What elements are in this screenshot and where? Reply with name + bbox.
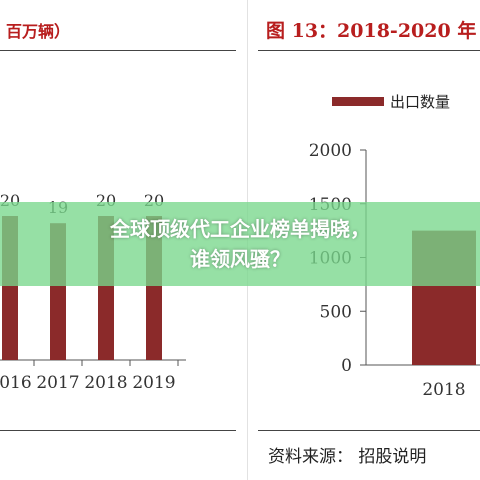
y-tick-label-2000: 2000 [309, 141, 352, 161]
left-x-tick-label-2017: 2017 [36, 373, 79, 393]
left-unit-label: 百万辆） [6, 22, 71, 41]
left-top-rule [0, 50, 236, 51]
left-x-tick-label-2019: 2019 [132, 373, 175, 393]
headline-banner[interactable]: 全球顶级代工企业榜单揭晓， 谁领风骚？ [0, 202, 480, 286]
right-bottom-rule [258, 430, 480, 431]
legend-swatch [332, 97, 384, 106]
chart-legend: 出口数量 [332, 91, 450, 112]
left-bottom-rule [0, 430, 236, 431]
headline-line-1[interactable]: 全球顶级代工企业榜单揭晓， [110, 217, 370, 241]
y-tick-label-0: 0 [341, 356, 352, 376]
left-x-tick-label-2018: 2018 [84, 373, 127, 393]
y-tick-label-500: 500 [320, 302, 352, 322]
left-x-tick-label-2016: 2016 [0, 373, 32, 393]
figure-title: 图 13：2018-2020 年 [266, 20, 477, 42]
source-note: 资料来源： 招股说明 [268, 447, 427, 467]
headline-line-2[interactable]: 谁领风骚？ [190, 247, 290, 271]
right-top-rule [258, 50, 480, 51]
x-tick-label-2018: 2018 [422, 380, 465, 400]
legend-label: 出口数量 [390, 93, 451, 111]
